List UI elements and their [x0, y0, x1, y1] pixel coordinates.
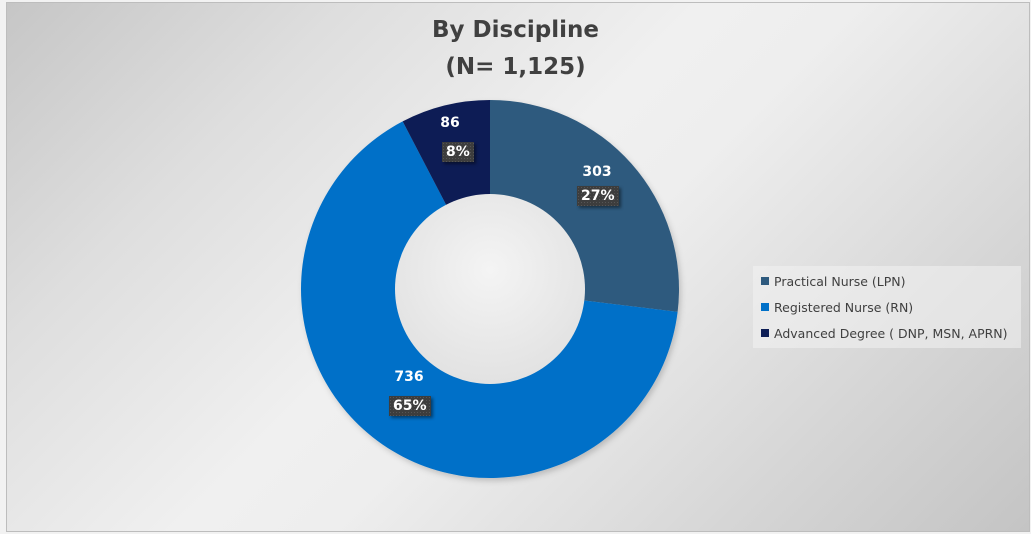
legend-item-advanced: Advanced Degree ( DNP, MSN, APRN): [761, 324, 1008, 342]
legend-swatch-advanced: [761, 329, 769, 337]
legend-swatch-rn: [761, 303, 769, 311]
legend-label-lpn: Practical Nurse (LPN): [774, 273, 906, 289]
donut-hole: [395, 194, 585, 384]
chart-legend: Practical Nurse (LPN) Registered Nurse (…: [753, 266, 1021, 348]
chart-subtitle: (N= 1,125): [445, 54, 586, 80]
label-advanced-percent: 8%: [442, 142, 474, 162]
legend-swatch-lpn: [761, 277, 769, 285]
label-advanced-value: 86: [440, 115, 460, 131]
label-lpn-value: 303: [582, 164, 612, 180]
chart-title: By Discipline: [432, 17, 599, 43]
legend-label-advanced: Advanced Degree ( DNP, MSN, APRN): [774, 325, 1008, 341]
label-rn-value: 736: [394, 369, 424, 385]
legend-label-rn: Registered Nurse (RN): [774, 299, 914, 315]
legend-item-lpn: Practical Nurse (LPN): [761, 272, 906, 290]
label-lpn-percent: 27%: [577, 186, 619, 206]
legend-item-rn: Registered Nurse (RN): [761, 298, 913, 316]
label-rn-percent: 65%: [389, 396, 431, 416]
